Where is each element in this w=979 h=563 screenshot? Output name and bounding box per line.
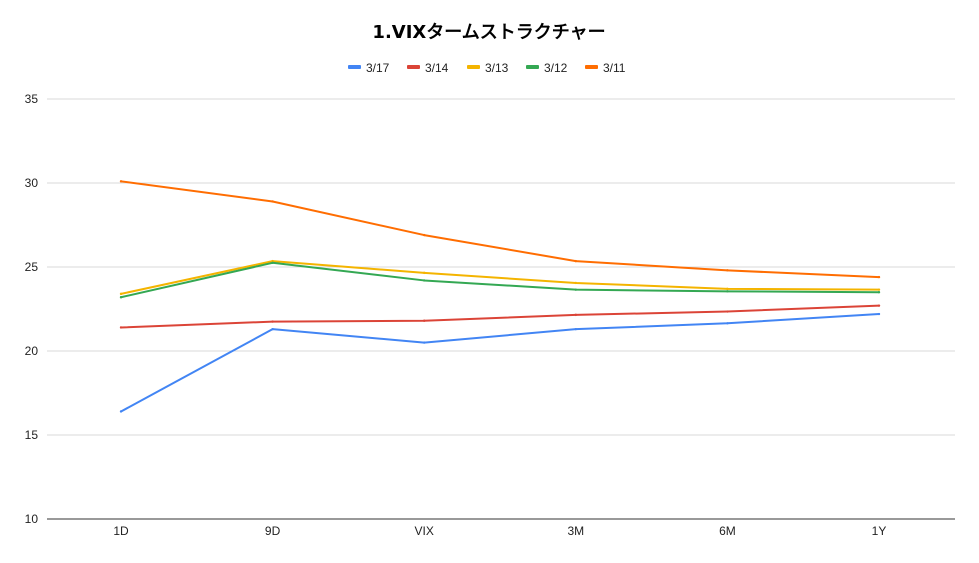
data-point [877,288,881,291]
data-point [119,326,123,329]
series-line-3-11 [120,180,880,279]
data-point [574,259,577,263]
y-tick-label: 25 [25,260,39,274]
x-tick-label: VIX [415,524,434,538]
legend-label: 3/11 [603,61,626,75]
series-line-3-12 [120,261,880,299]
data-point [877,291,881,294]
data-point [877,312,881,316]
data-point [726,310,729,313]
legend: 3/17 3/14 3/13 3/12 3/11 [348,61,626,75]
legend-label: 3/17 [366,61,390,75]
data-point [726,287,729,291]
legend-label: 3/13 [485,61,509,75]
data-point [119,410,123,413]
data-point [271,320,274,323]
legend-item[interactable]: 3/13 [467,61,509,75]
data-point [271,261,274,264]
y-tick-label: 35 [25,92,39,106]
legend-label: 3/14 [425,61,449,75]
x-tick-label: 9D [265,524,281,538]
y-tick-label: 15 [25,428,39,442]
series-line-3-17 [120,313,880,413]
series-lines [119,180,881,413]
data-point [574,327,577,331]
y-tick-label: 20 [25,344,39,358]
legend-item[interactable]: 3/17 [348,61,390,75]
x-tick-label: 3M [567,524,584,538]
data-point [423,271,426,275]
y-axis-ticks: 10 15 20 25 30 35 [25,92,39,526]
data-point [726,269,729,272]
x-tick-label: 1D [113,524,129,538]
data-point [271,327,274,331]
data-point [423,279,426,282]
data-point [574,281,577,285]
data-point [271,200,274,203]
legend-swatch [526,65,539,69]
legend-item[interactable]: 3/11 [585,61,626,75]
data-point [877,275,881,279]
data-point [119,292,123,296]
data-point [119,296,123,299]
series-line-3-13 [120,260,880,295]
x-axis-ticks: 1D 9D VIX 3M 6M 1Y [113,524,886,538]
series-line-3-14 [120,304,880,329]
legend-item[interactable]: 3/14 [407,61,449,75]
legend-item[interactable]: 3/12 [526,61,568,75]
data-point [574,313,577,317]
y-tick-label: 10 [25,512,39,526]
legend-swatch [348,65,361,69]
data-point [877,304,881,307]
x-tick-label: 1Y [872,524,887,538]
legend-swatch [407,65,420,69]
data-point [423,319,426,322]
legend-label: 3/12 [544,61,568,75]
x-tick-label: 6M [719,524,736,538]
data-point [574,288,577,291]
y-tick-label: 30 [25,176,39,190]
data-point [423,341,426,344]
grid-lines [47,98,955,520]
data-point [726,322,729,325]
data-point [423,233,426,237]
data-point [119,180,123,183]
chart-title: 1.VIXタームストラクチャー [372,22,605,43]
data-point [271,259,274,263]
legend-swatch [467,65,480,69]
legend-swatch [585,65,598,69]
data-point [726,290,729,293]
